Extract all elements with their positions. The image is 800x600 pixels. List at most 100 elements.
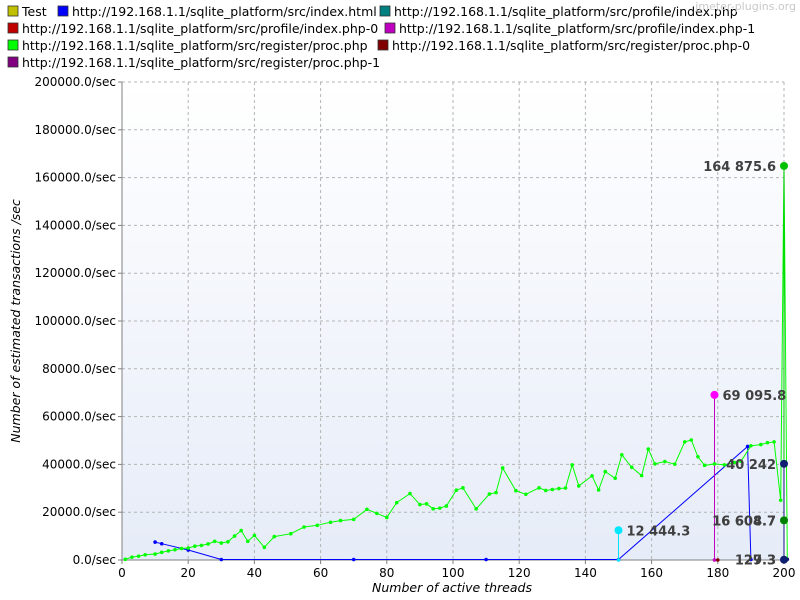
series-1-point-7 [745, 444, 750, 449]
series-5-point-42 [494, 490, 498, 495]
x-tick-label-2: 40 [247, 566, 262, 580]
y-tick-label-10: 200000.0/sec [34, 75, 116, 89]
series-5-point-41 [487, 492, 492, 496]
series-8-point-1 [616, 558, 621, 562]
series-5-point-74 [765, 440, 770, 445]
series-4-point-1 [712, 558, 717, 562]
legend-swatch-1 [57, 5, 69, 17]
series-5-point-61 [653, 462, 657, 466]
series-5-point-63 [672, 462, 677, 466]
marker-2 [780, 161, 788, 170]
legend-label-6: http://192.168.1.1/sqlite_platform/src/r… [392, 38, 750, 53]
series-5-point-12 [206, 542, 210, 546]
series-6-point-0 [716, 558, 720, 562]
x-tick-label-3: 60 [313, 566, 328, 580]
marker-label-5: 16 608.7 [712, 514, 776, 529]
x-axis-ticks: 0 20 40 60 80 100 120 140 160 180 200 [118, 560, 795, 580]
series-5-point-25 [328, 520, 333, 525]
series-5-point-75 [772, 440, 776, 444]
series-5-point-32 [408, 491, 412, 496]
x-tick-label-0: 0 [118, 566, 126, 580]
series-5-point-70 [732, 460, 737, 465]
series-1-point-3 [219, 557, 224, 562]
series-5-point-55 [603, 469, 608, 474]
series-5-point-76 [778, 498, 783, 503]
x-tick-label-4: 80 [379, 566, 394, 580]
series-5-point-24 [315, 523, 320, 528]
series-5-point-18 [245, 539, 250, 544]
series-5-point-31 [394, 500, 399, 505]
legend-swatch-4 [384, 22, 396, 34]
series-5-point-56 [613, 476, 617, 481]
series-lines [123, 164, 790, 562]
series-5-point-11 [199, 543, 204, 548]
legend-label-5: http://192.168.1.1/sqlite_platform/src/r… [22, 38, 368, 53]
y-axis-ticks: 0.0/sec 20000.0/sec 40000.0/sec 60000.0/sec… [34, 75, 122, 567]
legend-label-4: http://192.168.1.1/sqlite_platform/src/p… [399, 21, 755, 36]
y-tick-label-5: 100000.0/sec [34, 314, 116, 328]
series-1-point-4 [351, 557, 356, 562]
x-tick-label-7: 140 [574, 566, 597, 580]
marker-label-7: 27.3 [744, 554, 776, 569]
marker-label-4: 16 604.7 [712, 514, 776, 529]
legend-swatch-7 [7, 56, 19, 68]
y-tick-label-4: 80000.0/sec [42, 362, 116, 376]
series-5-point-28 [365, 507, 369, 512]
y-tick-label-2: 40000.0/sec [42, 457, 116, 471]
series-5-point-23 [302, 525, 306, 529]
series-5-point-58 [629, 465, 634, 470]
series-5-point-14 [219, 541, 224, 545]
marker-1 [710, 390, 719, 399]
legend-swatch-6 [377, 39, 389, 51]
series-5-point-54 [596, 488, 601, 492]
x-tick-label-9: 180 [706, 566, 729, 580]
marker-0 [614, 526, 623, 535]
series-5-point-72 [749, 443, 753, 448]
y-tick-label-8: 160000.0/sec [34, 171, 116, 185]
y-tick-label-9: 180000.0/sec [34, 123, 116, 137]
series-5-point-29 [375, 511, 379, 516]
marker-4 [780, 516, 788, 525]
series-5-point-2 [136, 554, 141, 558]
x-tick-label-6: 120 [508, 566, 531, 580]
legend-label-7: http://192.168.1.1/sqlite_platform/src/r… [22, 55, 380, 70]
series-5-point-53 [590, 474, 594, 478]
series-5-point-1 [130, 555, 134, 559]
y-tick-label-7: 140000.0/sec [34, 218, 116, 232]
series-5-point-21 [272, 534, 277, 539]
marker-label-3: 40 242 [726, 458, 776, 473]
series-5-point-57 [620, 453, 624, 457]
legend-label-3: http://192.168.1.1/sqlite_platform/src/p… [22, 21, 378, 36]
series-5-point-3 [143, 552, 147, 557]
series-5-point-69 [722, 463, 727, 467]
series-5-point-66 [696, 454, 700, 459]
series-5-point-52 [576, 484, 581, 488]
series-1-point-5 [484, 557, 488, 562]
series-5-point-27 [351, 517, 356, 522]
series-5-point-5 [159, 550, 164, 555]
marker-6 [780, 555, 788, 564]
y-tick-label-6: 120000.0/sec [34, 266, 116, 280]
legend-swatch-2 [379, 5, 391, 17]
series-5-point-22 [289, 531, 293, 536]
series-5-point-10 [193, 544, 197, 548]
y-axis-label: Number of estimated transactions /sec [8, 199, 23, 443]
series-5 [123, 164, 790, 562]
marker-label-6: 129.3 [735, 554, 776, 569]
series-5-point-34 [424, 502, 429, 506]
series-5-point-39 [461, 486, 465, 490]
series-5-point-49 [557, 486, 561, 491]
series-5-point-38 [454, 488, 459, 493]
series-5-point-17 [239, 528, 243, 533]
series-5-point-9 [186, 546, 190, 550]
series-5-point-48 [550, 487, 555, 492]
x-axis-label: Number of active threads [372, 580, 532, 595]
series-5-point-65 [689, 438, 694, 442]
series-5-point-30 [385, 515, 389, 520]
series-5-point-71 [739, 459, 743, 464]
x-tick-label-8: 160 [640, 566, 663, 580]
series-1-point-1 [159, 541, 164, 546]
legend-label-1: http://192.168.1.1/sqlite_platform/src/i… [72, 4, 377, 19]
series-5-point-6 [166, 549, 171, 553]
